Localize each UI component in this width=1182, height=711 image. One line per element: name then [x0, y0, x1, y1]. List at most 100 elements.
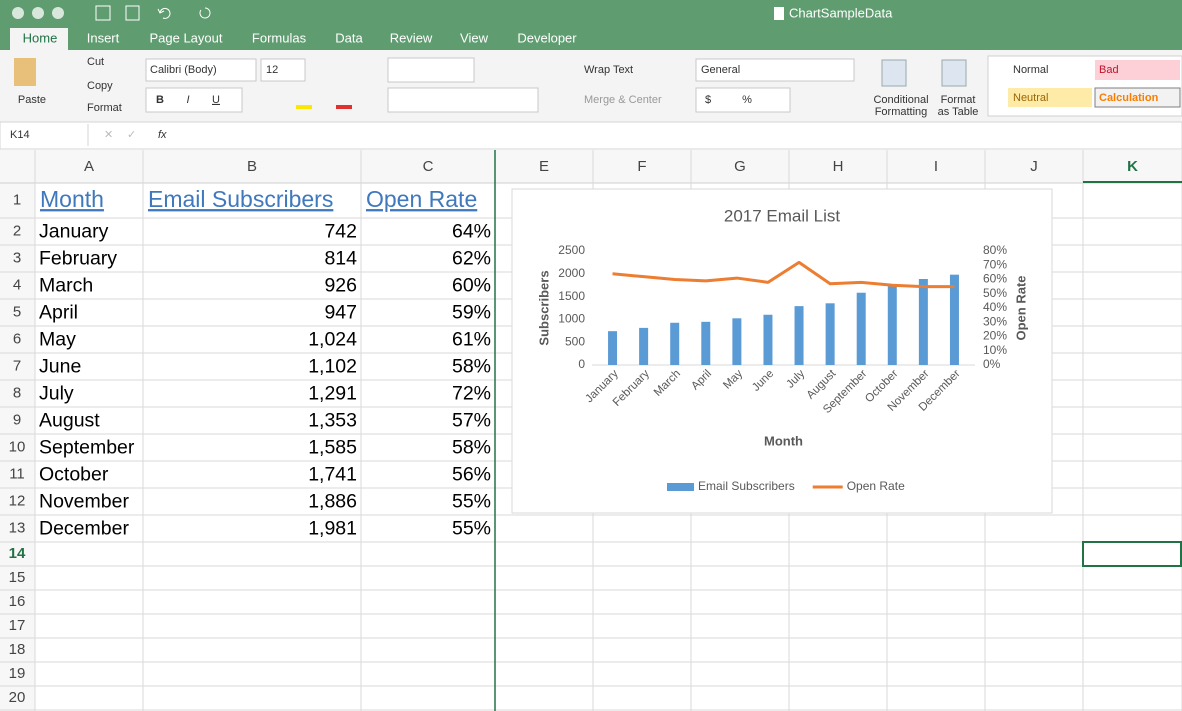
- cell[interactable]: October: [39, 464, 109, 486]
- style-neutral[interactable]: Neutral: [1013, 92, 1048, 104]
- align-buttons-2[interactable]: [388, 88, 538, 112]
- ribbon-tab[interactable]: Page Layout: [149, 30, 222, 45]
- format-painter-label[interactable]: Format: [87, 102, 122, 114]
- cell[interactable]: 1,741: [308, 464, 357, 486]
- cell[interactable]: 1,291: [308, 383, 357, 405]
- cell[interactable]: December: [39, 518, 129, 540]
- percent-button[interactable]: %: [742, 94, 752, 106]
- paste-label[interactable]: Paste: [18, 94, 46, 106]
- copy-label[interactable]: Copy: [87, 80, 113, 92]
- cell[interactable]: August: [39, 410, 100, 432]
- cell[interactable]: 1,024: [308, 329, 357, 351]
- cell[interactable]: 1,981: [308, 518, 357, 540]
- wrap-text[interactable]: Wrap Text: [584, 64, 633, 76]
- cell[interactable]: 72%: [452, 383, 491, 405]
- close-button[interactable]: [12, 7, 24, 19]
- style-normal[interactable]: Normal: [1013, 64, 1048, 76]
- ribbon-tab[interactable]: Data: [335, 30, 363, 45]
- format-as-table-2[interactable]: as Table: [938, 106, 979, 118]
- currency-button[interactable]: $: [705, 94, 711, 106]
- cell[interactable]: 64%: [452, 221, 491, 243]
- row-header: 7: [13, 357, 21, 374]
- y2-axis-title: Open Rate: [1013, 275, 1028, 340]
- cell[interactable]: 1,102: [308, 356, 357, 378]
- cell[interactable]: May: [39, 329, 76, 351]
- column-header: J: [1030, 158, 1038, 175]
- cell[interactable]: July: [39, 383, 74, 405]
- conditional-formatting-1[interactable]: Conditional: [873, 94, 928, 106]
- cell[interactable]: 56%: [452, 464, 491, 486]
- bar: [950, 275, 959, 365]
- column-header: C: [423, 158, 434, 175]
- cut-label[interactable]: Cut: [87, 56, 104, 68]
- fx-button[interactable]: fx: [158, 129, 167, 141]
- cell[interactable]: 61%: [452, 329, 491, 351]
- ribbon-tab[interactable]: Insert: [87, 30, 120, 45]
- format-as-table-1[interactable]: Format: [941, 94, 976, 106]
- font-size[interactable]: 12: [266, 64, 278, 76]
- cell[interactable]: 926: [324, 275, 357, 297]
- name-box[interactable]: K14: [10, 129, 30, 141]
- header-cell[interactable]: Open Rate: [366, 186, 477, 212]
- chart-area[interactable]: [512, 189, 1052, 513]
- minimize-button[interactable]: [32, 7, 44, 19]
- align-buttons[interactable]: [388, 58, 474, 82]
- underline-button[interactable]: U: [212, 94, 220, 106]
- y2-tick-label: 50%: [983, 286, 1007, 300]
- bold-button[interactable]: B: [156, 94, 164, 106]
- cell[interactable]: January: [39, 221, 109, 243]
- cell[interactable]: February: [39, 248, 117, 270]
- doc-icon: [774, 7, 784, 20]
- cell[interactable]: 60%: [452, 275, 491, 297]
- ribbon-tab[interactable]: Review: [390, 30, 433, 45]
- cell[interactable]: 55%: [452, 491, 491, 513]
- format-table-icon[interactable]: [942, 60, 966, 86]
- header-cell[interactable]: Month: [40, 186, 104, 212]
- row-header: 16: [9, 593, 26, 610]
- cell[interactable]: 947: [324, 302, 357, 324]
- cell[interactable]: 58%: [452, 356, 491, 378]
- cell[interactable]: June: [39, 356, 81, 378]
- y2-tick-label: 10%: [983, 343, 1007, 357]
- legend-label: Email Subscribers: [698, 479, 795, 493]
- conditional-icon[interactable]: [882, 60, 906, 86]
- font-color[interactable]: [336, 105, 352, 109]
- conditional-formatting-2[interactable]: Formatting: [875, 106, 928, 118]
- cell[interactable]: 58%: [452, 437, 491, 459]
- ribbon-tab[interactable]: View: [460, 30, 489, 45]
- cell[interactable]: 57%: [452, 410, 491, 432]
- row-header: 18: [9, 641, 26, 658]
- merge-center[interactable]: Merge & Center: [584, 94, 662, 106]
- highlight-color[interactable]: [296, 105, 312, 109]
- zoom-button[interactable]: [52, 7, 64, 19]
- style-bad[interactable]: Bad: [1099, 64, 1119, 76]
- cell[interactable]: 814: [324, 248, 357, 270]
- cell[interactable]: 55%: [452, 518, 491, 540]
- cell[interactable]: April: [39, 302, 78, 324]
- ribbon-tab[interactable]: Formulas: [252, 30, 307, 45]
- paste-icon[interactable]: [14, 58, 36, 86]
- cell[interactable]: March: [39, 275, 93, 297]
- ribbon-tab[interactable]: Home: [23, 30, 58, 45]
- font-name[interactable]: Calibri (Body): [150, 64, 217, 76]
- ribbon-tab[interactable]: Developer: [517, 30, 577, 45]
- cell[interactable]: September: [39, 437, 135, 459]
- cell[interactable]: November: [39, 491, 129, 513]
- bar: [826, 303, 835, 365]
- y-tick-label: 1000: [558, 312, 585, 326]
- italic-button[interactable]: I: [186, 94, 189, 106]
- cell[interactable]: 62%: [452, 248, 491, 270]
- row-header: 19: [9, 665, 26, 682]
- cell[interactable]: 1,585: [308, 437, 357, 459]
- cell[interactable]: 1,353: [308, 410, 357, 432]
- column-header: A: [84, 158, 94, 175]
- row-header: 8: [13, 384, 21, 401]
- header-cell[interactable]: Email Subscribers: [148, 186, 333, 212]
- row-header: 15: [9, 569, 26, 586]
- number-format[interactable]: General: [701, 64, 740, 76]
- cell[interactable]: 742: [324, 221, 357, 243]
- cell[interactable]: 59%: [452, 302, 491, 324]
- style-calculation[interactable]: Calculation: [1099, 92, 1159, 104]
- cell[interactable]: 1,886: [308, 491, 357, 513]
